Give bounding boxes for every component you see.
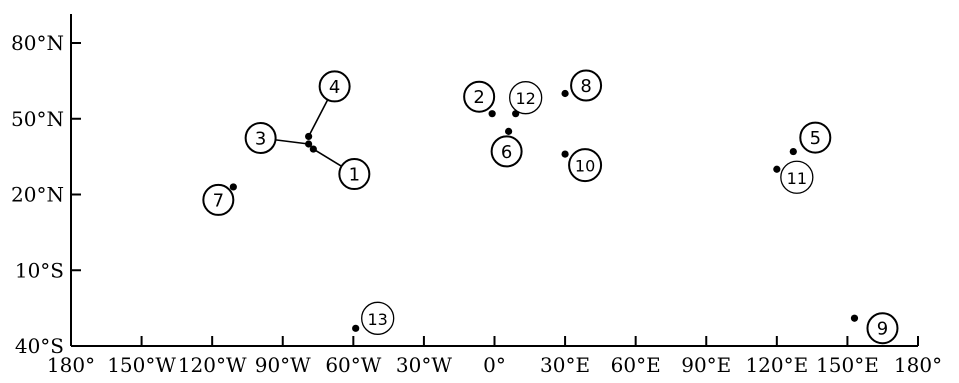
badge-label: 6 xyxy=(501,142,512,163)
site-dot-8 xyxy=(561,89,569,98)
badge-circle xyxy=(866,312,899,345)
site-dot-2 xyxy=(488,110,496,118)
site-badge-11: 11 xyxy=(780,160,814,194)
badge-label: 10 xyxy=(575,157,595,176)
badge-circle xyxy=(361,301,395,335)
x-tick-label: 120°E xyxy=(745,353,808,377)
badge-label: 1 xyxy=(349,165,360,186)
badge-circle xyxy=(568,148,603,183)
site-dot-4 xyxy=(305,132,313,141)
site-badge-2: 2 xyxy=(463,80,496,113)
y-tick-label: 80°N xyxy=(11,31,64,55)
site-badge-3: 3 xyxy=(244,122,277,154)
badge-circle xyxy=(490,135,523,168)
site-badge-5: 5 xyxy=(799,121,832,154)
x-tick-label: 180° xyxy=(47,353,95,377)
badge-label: 3 xyxy=(255,129,266,150)
badge-label: 9 xyxy=(877,319,888,340)
site-badge-9: 9 xyxy=(866,312,899,345)
badge-label: 2 xyxy=(473,87,484,108)
x-tick-label: 90°E xyxy=(681,353,731,377)
x-axis-ticks: 180° 150°W 120°W 90°W 60°W 30°W 0° 30°E 60°E 90°E… xyxy=(47,336,942,377)
site-dot-13 xyxy=(352,324,360,332)
y-tick-label: 50°N xyxy=(11,107,64,131)
badge-circle xyxy=(338,158,371,191)
y-tick-label: 40°S xyxy=(15,334,64,358)
y-tick-label: 10°S xyxy=(15,258,64,282)
x-tick-label: 180° xyxy=(894,353,942,377)
site-dot-6 xyxy=(505,127,513,135)
badge-circle xyxy=(202,183,235,216)
site-dot-7 xyxy=(229,183,237,191)
site-dot-5 xyxy=(789,147,797,156)
site-dot-9 xyxy=(850,314,859,322)
x-tick-label: 90°W xyxy=(255,353,311,377)
x-tick-label: 0° xyxy=(483,353,506,377)
site-dot-11 xyxy=(773,165,781,173)
x-tick-label: 150°W xyxy=(107,353,176,377)
badge-label: 7 xyxy=(213,190,224,211)
badge-circle xyxy=(318,70,351,103)
badge-label: 5 xyxy=(810,128,821,149)
x-tick-label: 30°E xyxy=(540,353,590,377)
x-tick-label: 120°W xyxy=(178,353,247,377)
badge-circle xyxy=(244,122,277,154)
site-badge-1: 1 xyxy=(338,158,371,191)
badge-label: 11 xyxy=(787,169,807,188)
site-badge-10: 10 xyxy=(568,148,603,183)
x-tick-label: 60°W xyxy=(325,353,381,377)
y-axis-ticks: 80°N 50°N 20°N 10°S 40°S xyxy=(11,31,81,358)
site-dot-10 xyxy=(561,150,569,158)
y-tick-label: 20°N xyxy=(11,183,64,207)
site-dot-1 xyxy=(309,145,317,153)
badge-circle xyxy=(780,160,814,194)
badge-circle xyxy=(799,121,832,154)
site-badge-4: 4 xyxy=(318,70,351,103)
site-badge-6: 6 xyxy=(490,135,523,168)
badge-label: 4 xyxy=(329,77,340,98)
x-tick-label: 30°W xyxy=(396,353,452,377)
badge-label: 12 xyxy=(515,89,535,108)
badge-circle xyxy=(463,80,496,113)
site-badge-12: 12 xyxy=(509,81,543,115)
badge-circle xyxy=(570,69,603,102)
site-dot-3 xyxy=(305,140,313,148)
site-badge-7: 7 xyxy=(202,183,235,216)
site-badge-8: 8 xyxy=(570,69,603,102)
badge-label: 13 xyxy=(368,310,388,329)
x-tick-label: 60°E xyxy=(611,353,661,377)
badge-label: 8 xyxy=(580,76,591,97)
site-dots xyxy=(229,89,859,332)
badge-circle xyxy=(509,81,543,115)
x-tick-label: 150°E xyxy=(816,353,879,377)
site-badge-13: 13 xyxy=(361,301,395,335)
